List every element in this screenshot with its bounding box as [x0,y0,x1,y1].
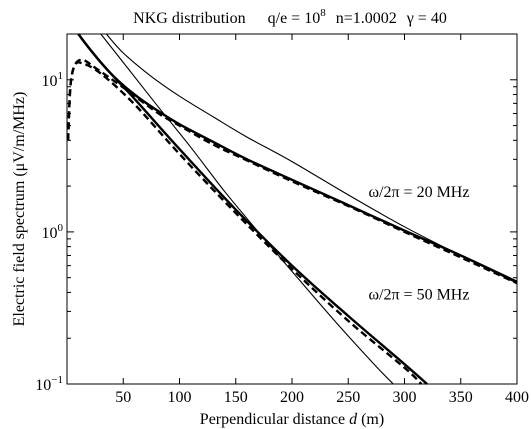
y-tick-label: 101 [42,70,64,90]
title-prefix: NKG distribution [133,10,245,27]
x-tick-label: 300 [393,389,417,406]
x-tick-label: 50 [115,389,131,406]
x-axis-label-unit: (m) [357,411,384,428]
plot-frame [66,33,518,385]
x-tick-label: 350 [449,389,473,406]
chart-title: NKG distribution q/e = 108 n=1.0002 γ = 40 [133,7,447,27]
x-tick-label: 250 [336,389,360,406]
series-line-20mhz-thin-solid [105,33,518,284]
y-tick-label: 10−1 [35,374,63,394]
title-qe: q/e = 10 [268,10,321,27]
series-layer [66,33,518,385]
annotation-50mhz: ω/2π = 50 MHz [369,286,470,303]
title-qe-exponent: 8 [320,7,326,19]
series-line-50mhz-thick-solid [77,33,428,385]
x-axis-label-var: d [349,411,358,428]
title-n: n=1.0002 [336,10,397,27]
x-tick-label: 400 [505,389,529,406]
annotation-20mhz: ω/2π = 20 MHz [369,184,470,201]
x-tick-label: 150 [224,389,248,406]
y-tick-label: 100 [42,222,64,242]
series-line-50mhz-dashed [66,61,423,385]
x-tick-label: 100 [168,389,192,406]
x-axis-label-main: Perpendicular distance [200,411,349,428]
x-tick-label: 200 [280,389,304,406]
ticks-layer: 50 100 150 200 250 300 350 400 10−1 100 101 [35,34,529,406]
title-gamma: γ = 40 [406,10,447,27]
y-axis-label: Electric field spectrum (μV/m/MHz) [11,92,28,327]
series-line-50mhz-thin-solid [100,33,394,385]
x-axis-label: Perpendicular distance d (m) [200,411,384,428]
